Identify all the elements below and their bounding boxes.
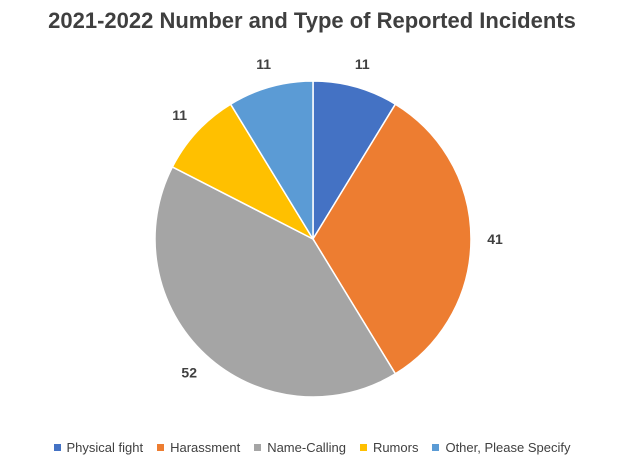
pie-slice-rumors — [171, 103, 316, 241]
legend-item: Name-Calling — [254, 440, 346, 455]
legend-item: Rumors — [359, 440, 419, 455]
legend-item: Harassment — [157, 440, 240, 455]
pie-slice-name-calling — [154, 165, 397, 398]
legend-label: Name-Calling — [267, 440, 346, 455]
data-label: 52 — [181, 364, 197, 380]
data-label: 11 — [172, 107, 187, 123]
legend-swatch — [432, 444, 440, 451]
pie-slice-harassment — [312, 103, 472, 375]
pie-slice-other-please-specify — [229, 80, 314, 242]
legend: Physical fight Harassment Name-Calling Rumo… — [0, 440, 624, 455]
legend-item: Other, Please Specify — [432, 440, 570, 455]
chart-title: 2021-2022 Number and Type of Reported In… — [48, 8, 576, 33]
legend-label: Other, Please Specify — [445, 440, 571, 455]
legend-swatch — [157, 444, 165, 451]
legend-label: Physical fight — [66, 440, 144, 455]
data-label: 11 — [355, 56, 370, 72]
legend-item: Physical fight — [53, 440, 144, 455]
data-label: 41 — [487, 231, 503, 247]
pie-slice-physical-fight — [312, 80, 397, 242]
legend-swatch — [53, 444, 61, 451]
data-label: 11 — [256, 56, 271, 72]
legend-swatch — [359, 444, 367, 451]
legend-label: Harassment — [170, 440, 241, 455]
legend-swatch — [254, 444, 262, 451]
legend-label: Rumors — [372, 440, 419, 455]
